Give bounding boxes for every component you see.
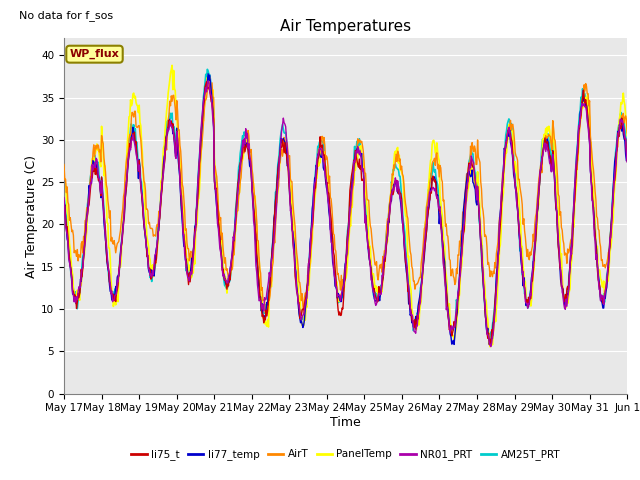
Text: WP_flux: WP_flux	[70, 49, 120, 60]
Y-axis label: Air Temperature (C): Air Temperature (C)	[25, 155, 38, 277]
Text: No data for f_sos: No data for f_sos	[19, 10, 113, 21]
X-axis label: Time: Time	[330, 416, 361, 429]
Legend: li75_t, li77_temp, AirT, PanelTemp, NR01_PRT, AM25T_PRT: li75_t, li77_temp, AirT, PanelTemp, NR01…	[127, 445, 564, 464]
Title: Air Temperatures: Air Temperatures	[280, 20, 411, 35]
